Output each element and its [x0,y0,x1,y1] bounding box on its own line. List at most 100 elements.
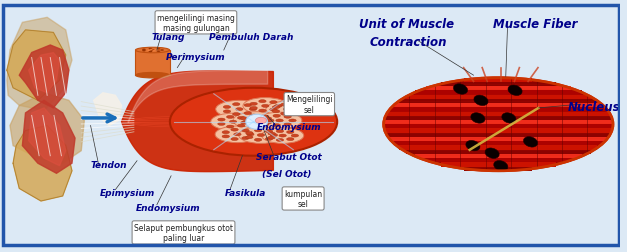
Circle shape [384,78,613,171]
Circle shape [253,119,260,122]
Circle shape [218,119,225,122]
Circle shape [280,104,288,107]
Circle shape [250,107,257,110]
Circle shape [268,137,275,140]
Text: Fasikula: Fasikula [225,188,266,197]
Circle shape [270,134,278,137]
Circle shape [236,108,243,111]
Circle shape [246,133,254,136]
Circle shape [250,114,257,117]
Polygon shape [441,163,556,167]
Circle shape [238,117,245,120]
Polygon shape [29,108,66,166]
Polygon shape [385,129,612,133]
Circle shape [155,50,157,51]
Circle shape [255,139,262,142]
Circle shape [242,121,250,124]
Circle shape [249,108,256,111]
Polygon shape [394,142,603,146]
Polygon shape [384,125,613,129]
Text: (Sel Otot): (Sel Otot) [262,169,312,178]
Ellipse shape [485,148,499,159]
Ellipse shape [453,84,468,95]
Text: kumpulan
sel: kumpulan sel [284,189,322,208]
Polygon shape [23,101,75,174]
Circle shape [270,109,277,112]
Circle shape [218,123,225,126]
Ellipse shape [215,127,260,143]
Circle shape [244,112,251,115]
Polygon shape [399,100,598,104]
Circle shape [284,123,292,126]
Text: Endomysium: Endomysium [135,203,201,212]
Circle shape [231,138,238,141]
Circle shape [268,133,275,136]
Circle shape [277,130,283,133]
Circle shape [233,103,240,106]
Circle shape [265,138,273,141]
Polygon shape [414,91,582,95]
Text: Muscle Fiber: Muscle Fiber [493,18,577,31]
Circle shape [261,115,269,118]
Circle shape [275,105,282,108]
Text: Serabut Otot: Serabut Otot [256,153,322,162]
Circle shape [277,139,283,142]
Circle shape [265,130,273,133]
Ellipse shape [135,48,169,54]
Ellipse shape [474,96,488,106]
Ellipse shape [266,102,308,118]
Circle shape [279,135,287,138]
Circle shape [266,119,274,122]
Circle shape [223,110,231,113]
Circle shape [244,104,251,107]
Circle shape [152,51,155,52]
Circle shape [264,121,271,124]
Circle shape [259,100,266,103]
Polygon shape [390,108,607,112]
Polygon shape [464,167,532,171]
Text: Pembuluh Darah: Pembuluh Darah [209,33,294,42]
Circle shape [289,119,296,122]
Ellipse shape [261,128,303,144]
Ellipse shape [239,127,283,144]
Circle shape [150,50,152,51]
Circle shape [291,105,298,108]
Circle shape [273,124,280,127]
Circle shape [147,51,150,52]
Circle shape [161,50,164,52]
Circle shape [259,110,266,113]
Ellipse shape [466,141,480,151]
Ellipse shape [257,113,302,129]
Circle shape [280,113,288,116]
Text: Unit of Muscle: Unit of Muscle [359,18,454,31]
Polygon shape [19,46,69,108]
Ellipse shape [135,73,169,79]
Circle shape [257,134,265,137]
Polygon shape [426,87,571,91]
Polygon shape [7,31,66,101]
Text: Nucleus: Nucleus [568,101,621,114]
Circle shape [150,50,154,52]
Ellipse shape [246,115,268,130]
Circle shape [149,51,152,53]
Ellipse shape [524,137,537,147]
Circle shape [255,129,262,132]
Polygon shape [135,51,169,76]
Polygon shape [29,53,60,93]
Polygon shape [399,146,598,150]
Circle shape [264,117,271,120]
Circle shape [157,51,161,53]
Circle shape [222,131,229,134]
Circle shape [284,116,292,119]
Circle shape [226,116,234,119]
Ellipse shape [243,98,288,115]
Circle shape [261,123,269,127]
Ellipse shape [255,118,266,124]
Ellipse shape [502,113,516,124]
Ellipse shape [471,113,485,124]
Polygon shape [441,83,556,87]
Circle shape [241,117,248,120]
Circle shape [222,135,229,138]
Polygon shape [464,78,532,83]
Circle shape [283,108,291,111]
